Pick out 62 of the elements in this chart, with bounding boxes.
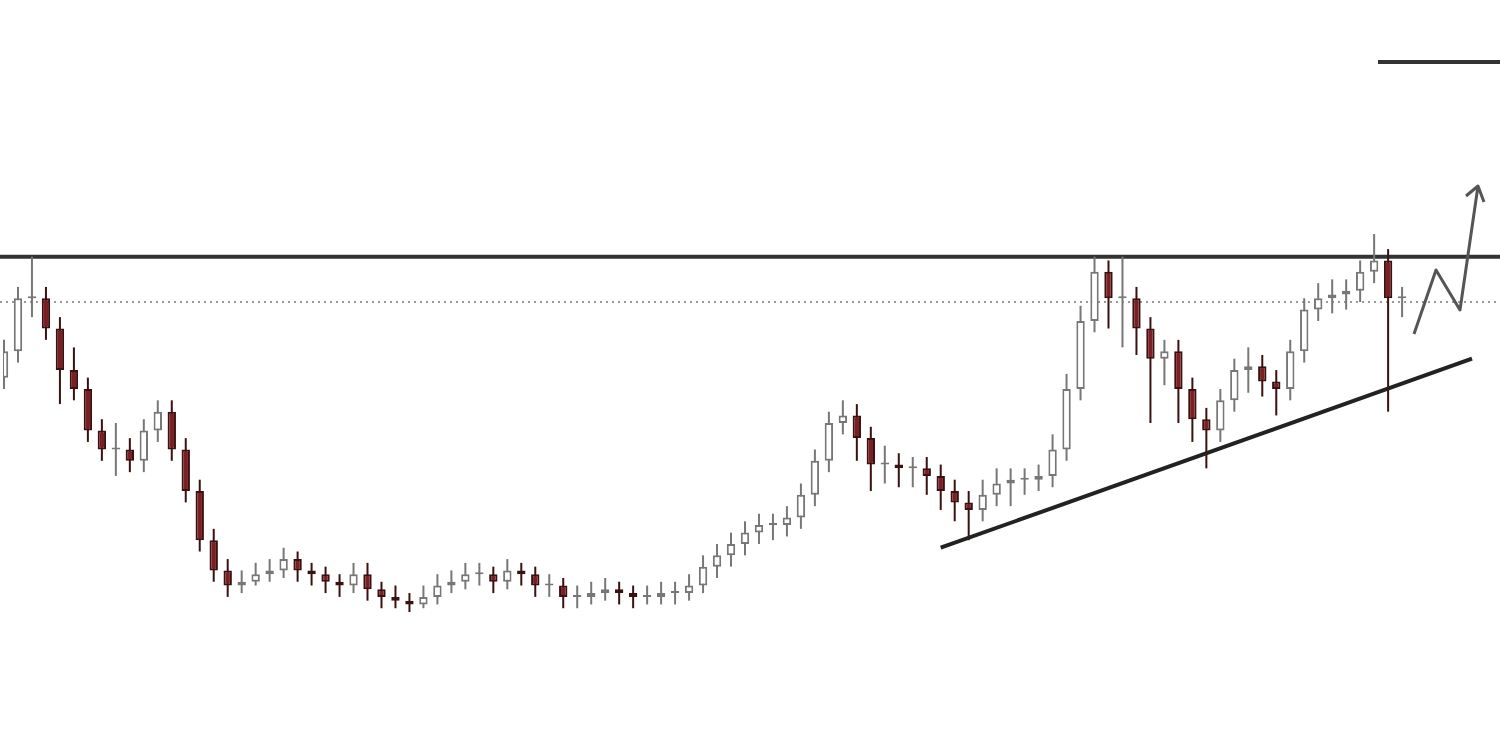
- candlestick: [377, 580, 386, 610]
- candlestick: [712, 542, 722, 579]
- candlestick: [670, 580, 680, 606]
- candlestick: [1369, 233, 1379, 285]
- candlestick: [1300, 297, 1309, 364]
- candlestick: [1272, 369, 1281, 417]
- candlestick: [195, 478, 204, 553]
- candlestick: [83, 376, 93, 443]
- candlestick: [1132, 285, 1141, 356]
- candlestick: [1383, 248, 1393, 413]
- candlestick: [251, 561, 260, 587]
- candlestick: [139, 418, 148, 474]
- candlestick: [209, 527, 218, 583]
- candlestick: [628, 584, 638, 610]
- candlestick: [489, 565, 498, 595]
- candlestick: [1355, 259, 1365, 304]
- candlestick: [656, 580, 666, 606]
- candlestick: [1174, 338, 1183, 424]
- candlestick: [852, 403, 862, 462]
- candlestick: [279, 546, 288, 579]
- candlestick: [125, 437, 135, 474]
- candlestick: [768, 512, 778, 542]
- candlestick: [992, 467, 1001, 508]
- candlestick: [181, 437, 190, 504]
- candlestick: [936, 463, 945, 511]
- candlestick: [433, 573, 442, 606]
- candlestick: [964, 490, 973, 542]
- candlestick: [1160, 338, 1169, 387]
- candlestick: [642, 584, 652, 606]
- candlestick: [1090, 255, 1099, 334]
- candlestick: [1048, 433, 1057, 489]
- candlestick: [503, 558, 512, 591]
- candlestick: [1286, 338, 1295, 402]
- candlestick: [754, 512, 764, 545]
- candlestick: [1104, 259, 1113, 330]
- candlestick: [223, 558, 232, 598]
- candlestick: [796, 482, 806, 530]
- candlestick: [1230, 357, 1239, 413]
- candlestick: [531, 565, 540, 598]
- candlestick: [1146, 316, 1155, 424]
- candlestick: [698, 554, 708, 595]
- candlestick: [293, 550, 302, 583]
- candlestick: [55, 316, 65, 406]
- candlestick: [349, 561, 358, 595]
- candlestick: [1202, 406, 1211, 470]
- candlestick: [1314, 282, 1323, 322]
- candlestick: [978, 478, 987, 523]
- candlestick: [1216, 387, 1225, 443]
- candlestick: [810, 448, 820, 508]
- candlestick: [419, 584, 428, 610]
- candlestick: [824, 410, 834, 474]
- candlestick: [69, 346, 79, 402]
- candlestick: [461, 561, 470, 591]
- candlestick: [321, 565, 330, 595]
- candlestick: [922, 456, 931, 496]
- candlestick: [363, 561, 372, 602]
- candlestick: [153, 399, 162, 443]
- candlestick: [1188, 376, 1197, 443]
- candlestick: [41, 285, 51, 341]
- candlestick: [838, 399, 848, 436]
- candlestick: [866, 425, 876, 493]
- candlestick: [1258, 353, 1267, 398]
